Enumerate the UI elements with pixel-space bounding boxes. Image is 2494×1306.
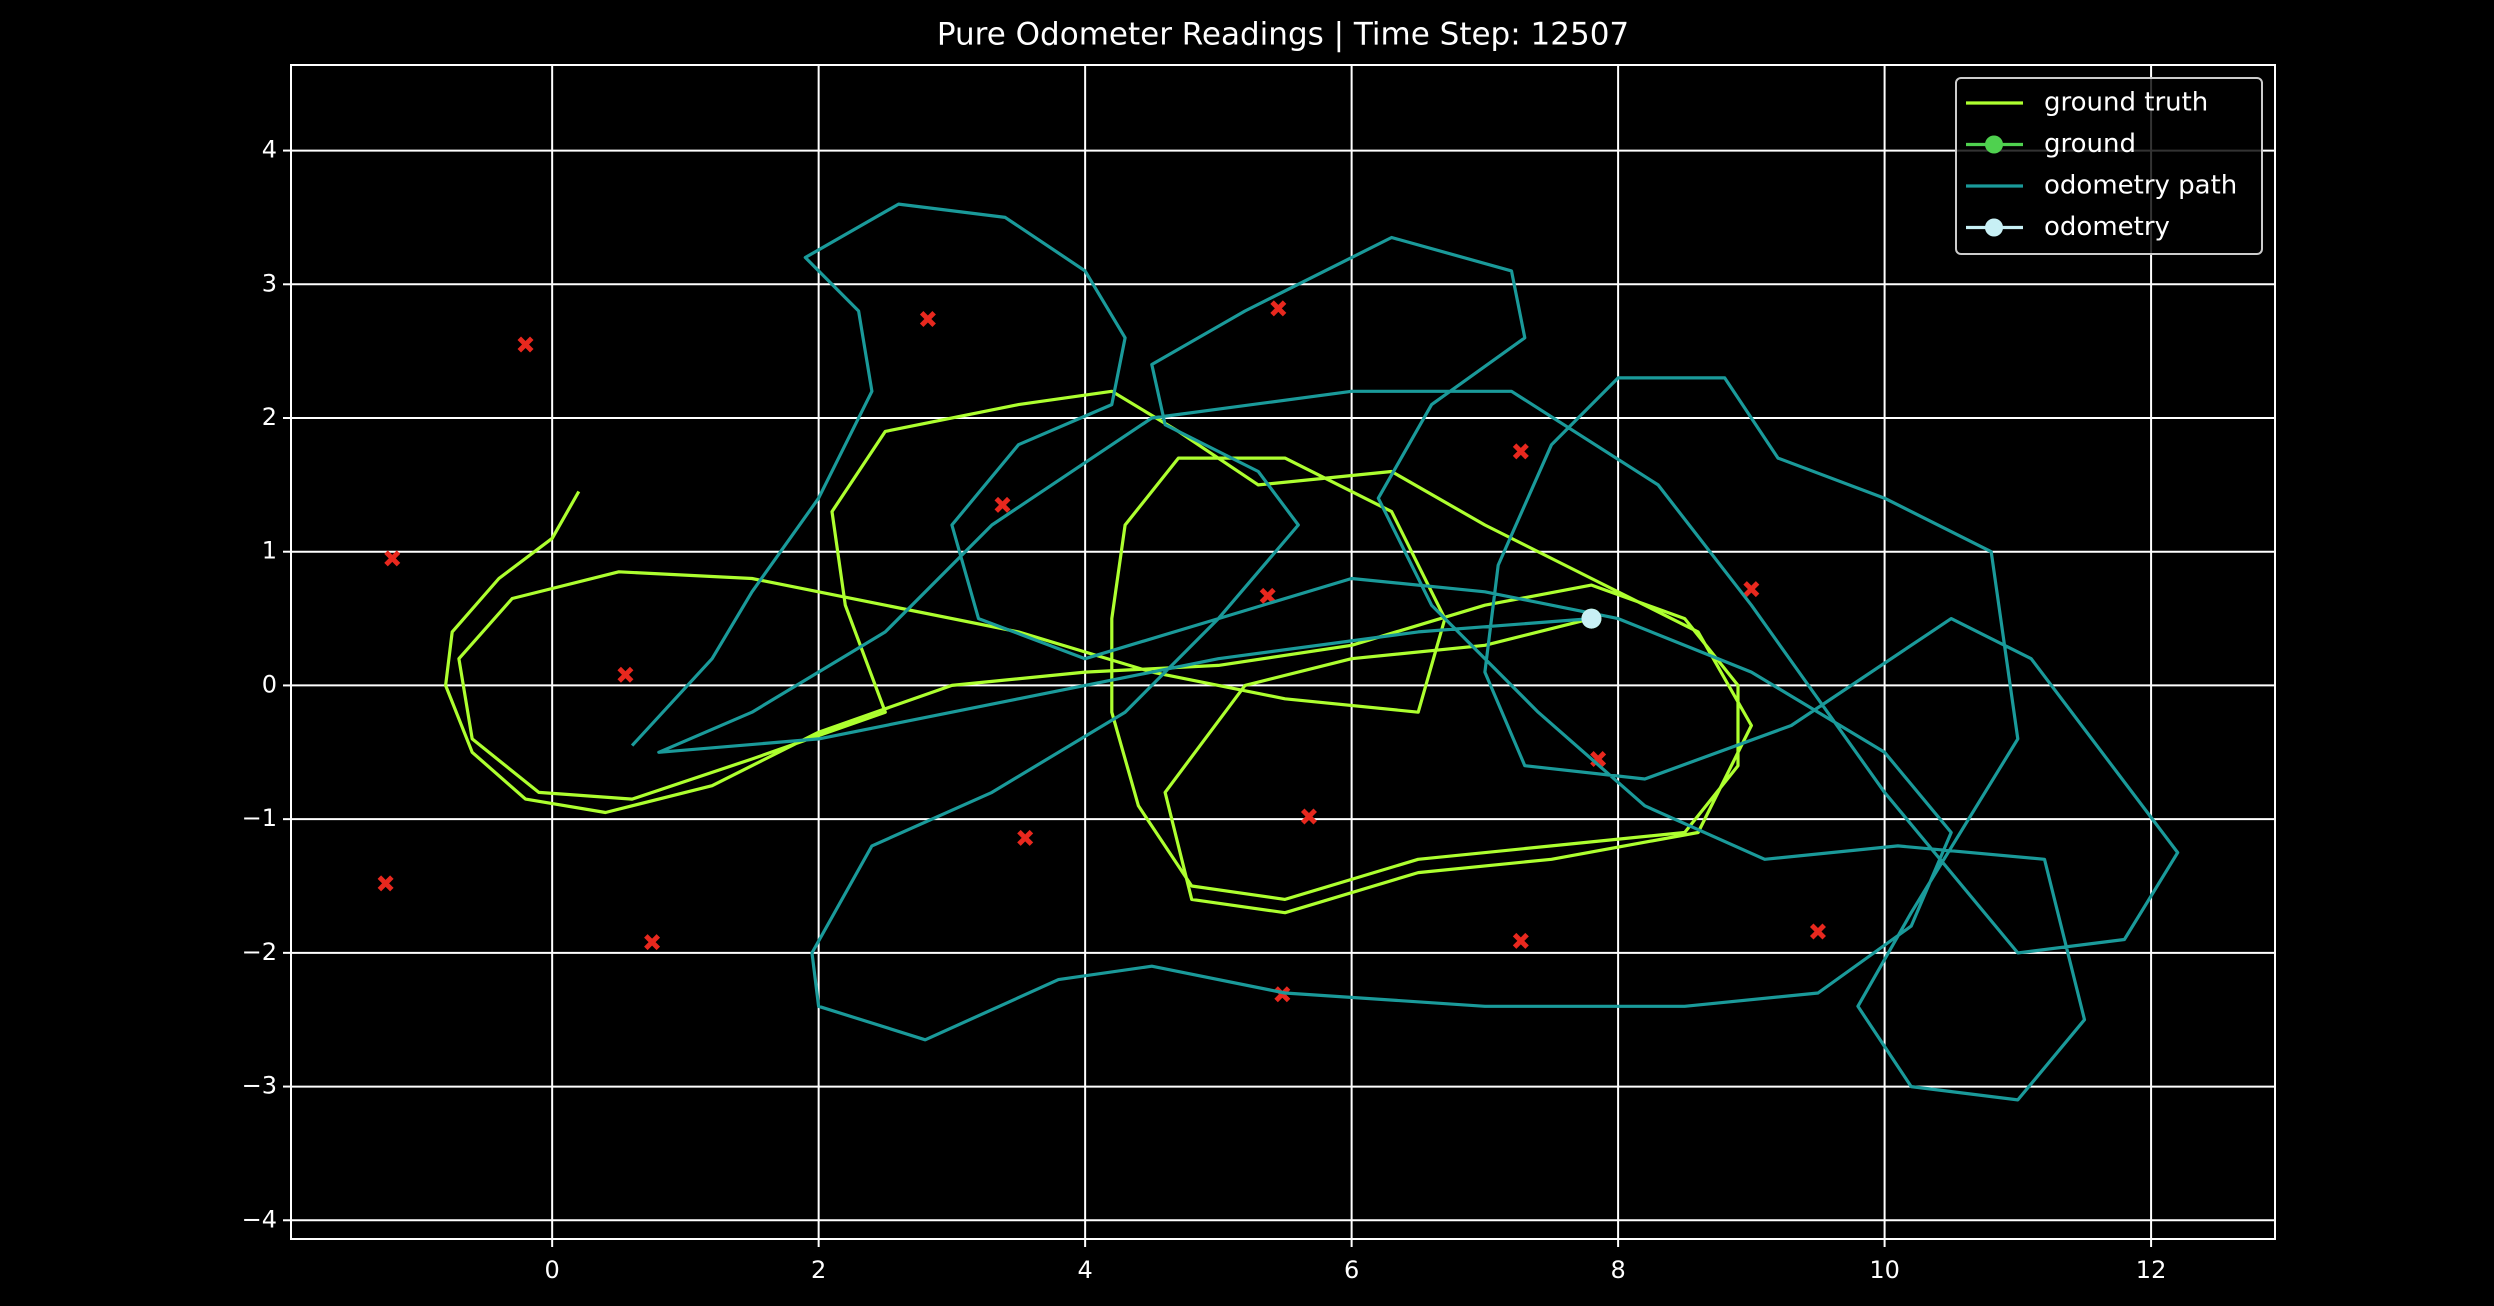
landmark	[1809, 923, 1826, 940]
legend-label: odometry	[2044, 212, 2170, 242]
landmark	[384, 550, 401, 567]
x-tick-label: 10	[1869, 1256, 1900, 1284]
legend-marker	[1985, 218, 2003, 237]
landmark	[994, 496, 1011, 513]
y-tick-label: 3	[262, 269, 277, 297]
legend-label: ground truth	[2044, 88, 2208, 118]
x-tick-label: 8	[1610, 1256, 1625, 1284]
legend-label: ground	[2044, 129, 2136, 159]
landmark	[1259, 587, 1276, 604]
plot-frame	[290, 64, 2276, 1240]
x-tick-label: 6	[1344, 1256, 1359, 1284]
landmark	[1512, 932, 1529, 949]
x-tick-label: 12	[2136, 1256, 2167, 1284]
landmark	[1743, 581, 1760, 598]
y-tick-label: −3	[242, 1072, 277, 1100]
landmark	[517, 336, 534, 353]
y-tick-label: 4	[262, 136, 277, 164]
landmark	[1300, 808, 1317, 825]
landmark	[617, 666, 634, 683]
y-tick-label: 2	[262, 403, 277, 431]
x-tick-label: 0	[545, 1256, 560, 1284]
landmark	[1017, 829, 1034, 846]
x-tick-label: 4	[1077, 1256, 1092, 1284]
landmark	[377, 875, 394, 892]
landmark	[1512, 443, 1529, 460]
line	[444, 389, 1753, 915]
legend-box	[1955, 77, 2263, 255]
y-tick-label: −1	[242, 804, 277, 832]
landmark	[1270, 300, 1287, 317]
y-tick-label: 0	[262, 670, 277, 698]
landmark	[919, 311, 936, 328]
y-tick-label: −4	[242, 1205, 277, 1233]
legend-label: odometry path	[2044, 171, 2237, 201]
chart-title: Pure Odometer Readings | Time Step: 1250…	[937, 17, 1629, 53]
marker	[1581, 608, 1602, 629]
y-tick-label: 1	[262, 537, 277, 565]
x-tick-label: 2	[811, 1256, 826, 1284]
line	[630, 202, 2180, 1102]
y-tick-label: −2	[242, 938, 277, 966]
landmark	[644, 934, 661, 951]
legend-marker	[1985, 135, 2003, 154]
